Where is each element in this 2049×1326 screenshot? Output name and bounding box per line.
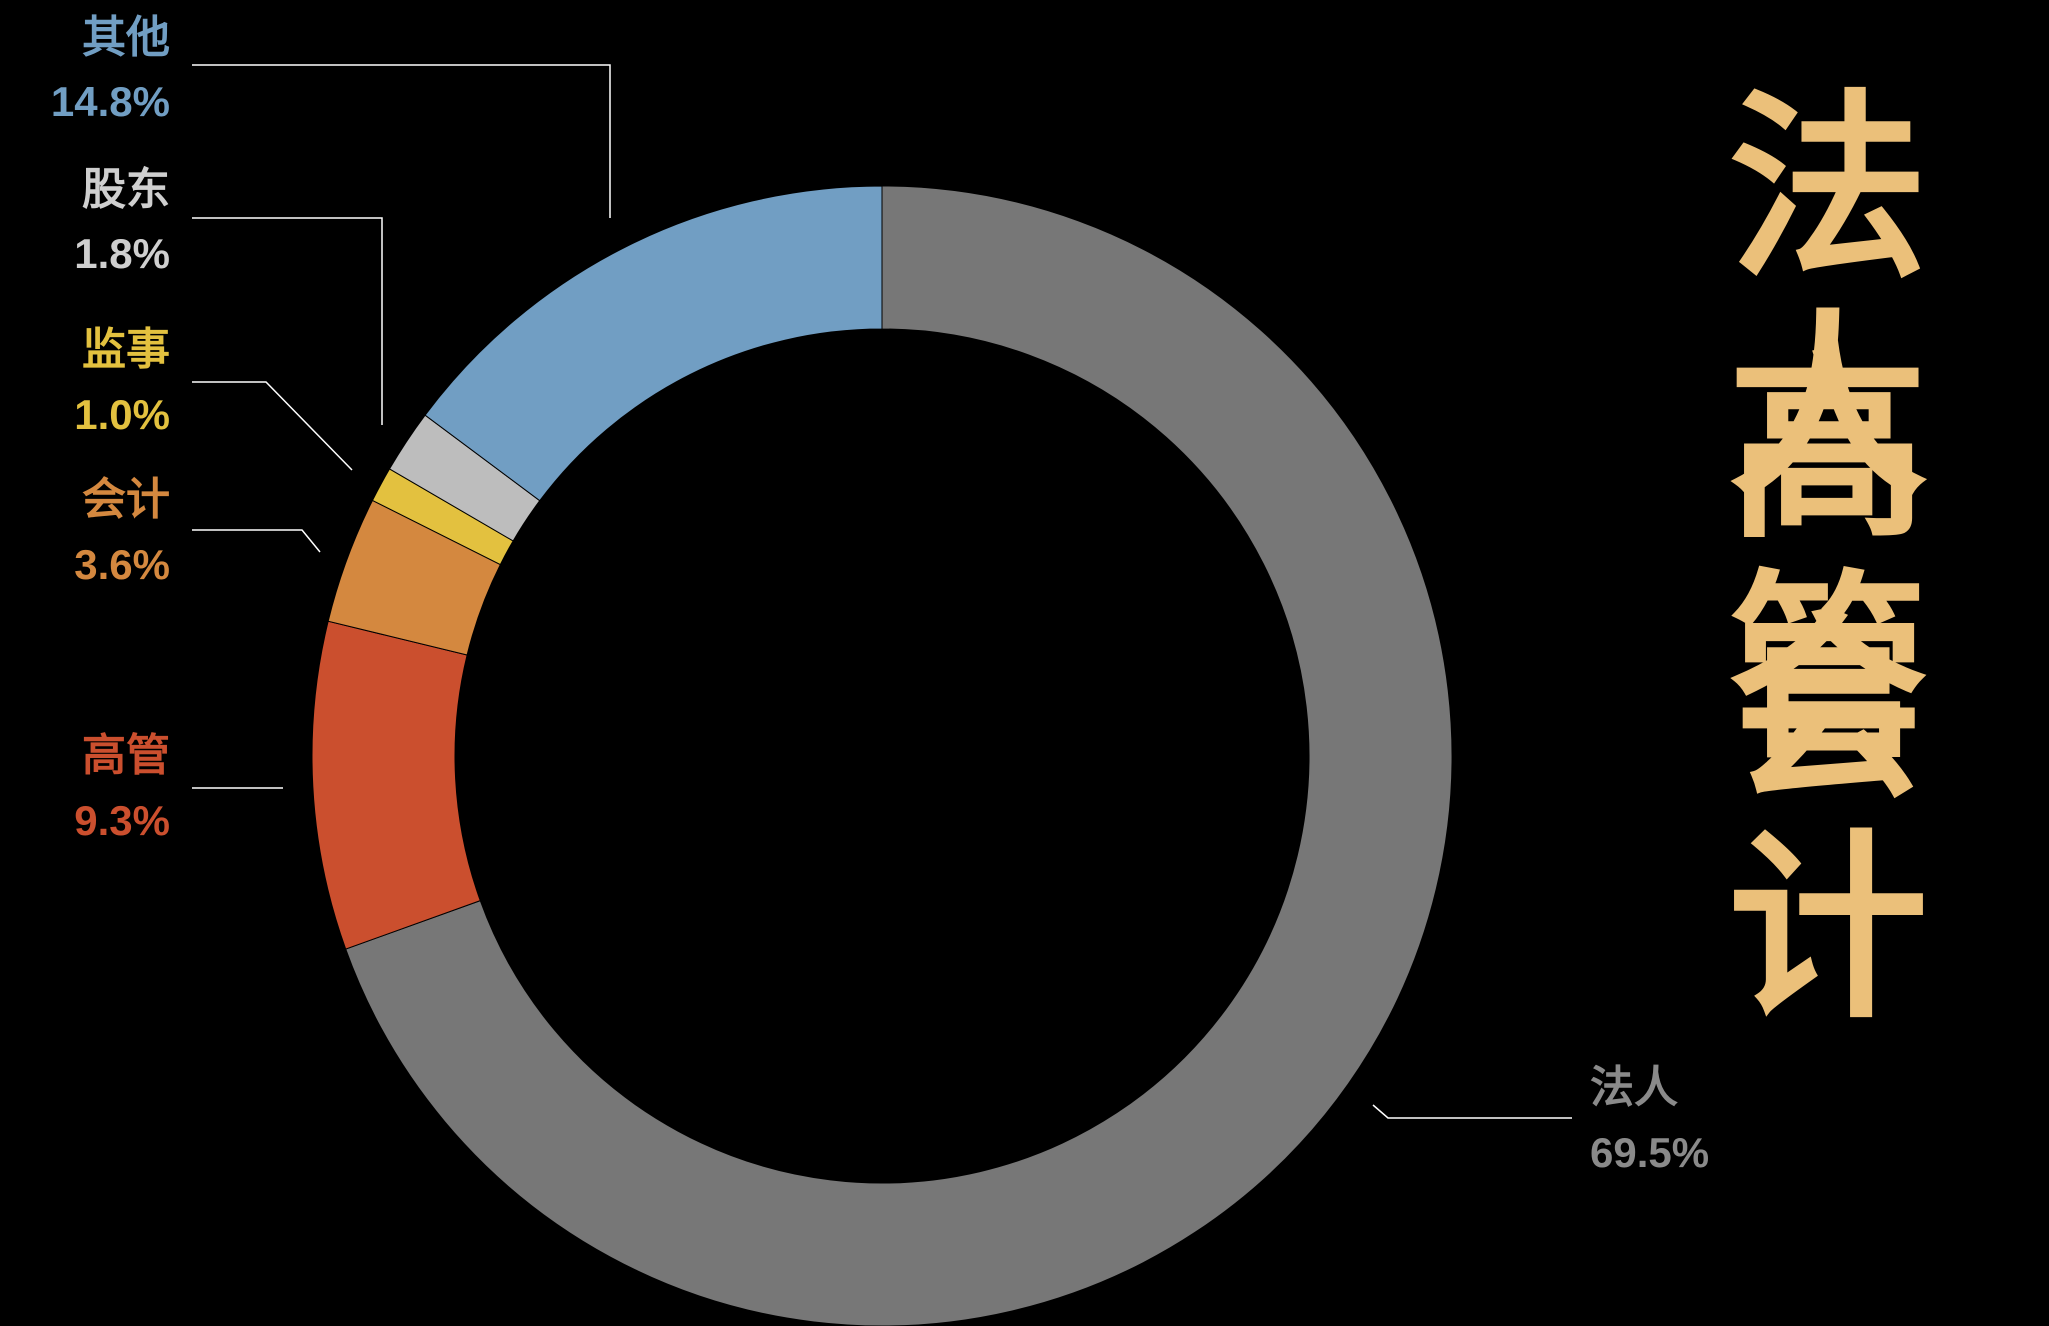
chart-title-line-2: 高管 (1727, 333, 1932, 786)
label-pct-kuaiji: 3.6% (74, 541, 170, 588)
slice-labels: 法人 69.5% 高管 9.3% 会计 3.6% 监事 1.0% 股东 1.8% 其他 14.8% (51, 12, 1709, 1176)
label-name-faren: 法人 (1590, 1062, 1678, 1113)
leader-line-jianshi (192, 381, 353, 471)
chart-title-line-1: 法人 (1727, 73, 1932, 526)
label-name-qita: 其他 (82, 12, 170, 63)
label-name-kuaiji: 会计 (82, 474, 170, 525)
slice-faren (345, 185, 1453, 1326)
label-pct-jianshi: 1.0% (74, 391, 170, 438)
slice-gaoguan (311, 620, 481, 950)
leader-line-faren (1372, 1104, 1572, 1119)
label-pct-faren: 69.5% (1590, 1129, 1709, 1176)
slice-qita (424, 185, 883, 502)
label-pct-gaoguan: 9.3% (74, 797, 170, 844)
chart-title-line-3: 会计 (1727, 593, 1932, 1046)
label-pct-qita: 14.8% (51, 78, 170, 125)
leader-lines (192, 64, 1572, 1119)
donut-slices (311, 185, 1453, 1326)
label-name-gudong: 股东 (82, 164, 170, 215)
leader-line-kuaiji (192, 529, 321, 553)
label-pct-gudong: 1.8% (74, 230, 170, 277)
label-name-jianshi: 监事 (82, 324, 170, 375)
leader-line-gudong (192, 217, 383, 425)
label-name-gaoguan: 高管 (82, 730, 170, 781)
leader-line-qita (192, 64, 611, 218)
